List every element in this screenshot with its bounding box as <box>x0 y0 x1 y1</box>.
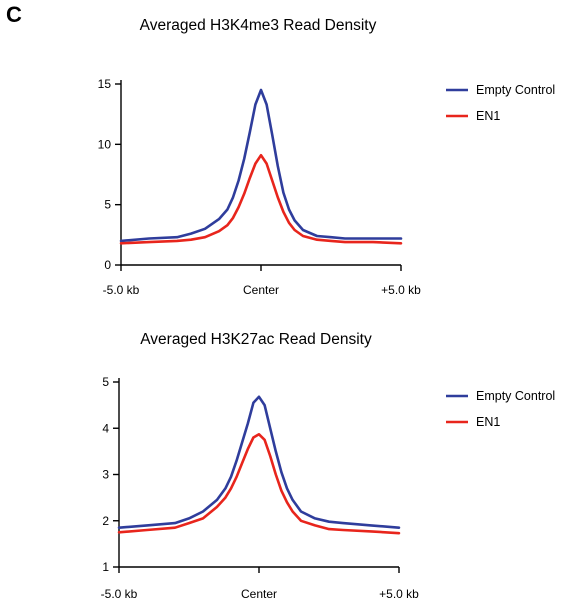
y-tick-label: 1 <box>102 560 109 574</box>
series-line-empty-control <box>119 88 403 243</box>
h3k27ac-chart: Averaged H3K27ac Read Density 1 2 3 4 5 -5.0 k… <box>101 331 556 601</box>
x-tick-label: +5.0 kb <box>379 587 419 601</box>
chart-title: Averaged H3K27ac Read Density <box>140 331 372 348</box>
x-tick-label: -5.0 kb <box>101 587 138 601</box>
x-tick-label: Center <box>241 587 277 601</box>
panel-label: C <box>6 2 22 27</box>
y-tick-label: 3 <box>102 468 109 482</box>
y-tick-label: 10 <box>98 137 112 151</box>
x-tick-label: -5.0 kb <box>103 283 140 297</box>
x-tick-label: Center <box>243 283 279 297</box>
series-line-empty-control <box>117 395 401 530</box>
y-tick-label: 15 <box>98 77 112 91</box>
y-tick-label: 5 <box>102 375 109 389</box>
legend-label: EN1 <box>476 415 500 429</box>
y-tick-label: 0 <box>104 258 111 272</box>
y-tick-label: 4 <box>102 421 109 435</box>
legend-label: EN1 <box>476 109 500 123</box>
chart-title: Averaged H3K4me3 Read Density <box>140 17 377 34</box>
x-tick-label: +5.0 kb <box>381 283 421 297</box>
y-tick-label: 2 <box>102 514 109 528</box>
series-line-en1 <box>119 153 403 245</box>
series-line-en1 <box>117 432 401 535</box>
legend-label: Empty Control <box>476 389 555 403</box>
legend-label: Empty Control <box>476 83 555 97</box>
h3k4me3-chart: Averaged H3K4me3 Read Density 0 5 10 15 -5.0 … <box>98 17 556 297</box>
y-tick-label: 5 <box>104 198 111 212</box>
